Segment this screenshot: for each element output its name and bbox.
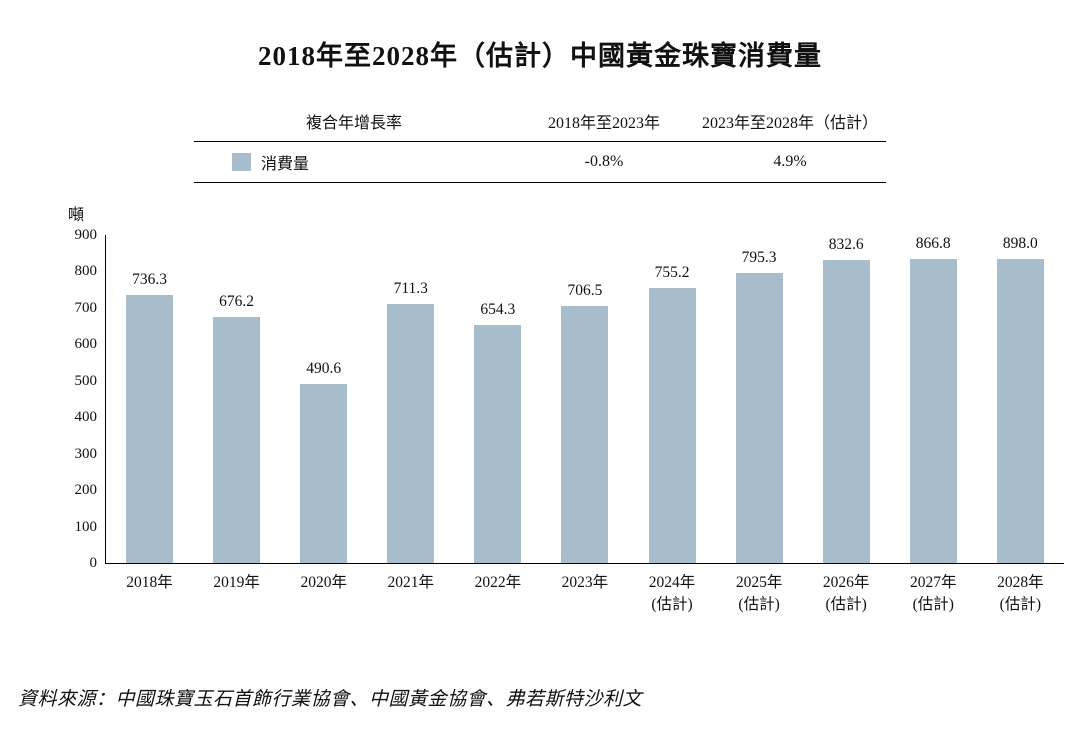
x-axis-category-labels: 2018年 2019年 2020年 2021年 2022年 2023年 2024年 (估計) 2… xyxy=(106,572,1064,617)
bar-slot: 736.3 xyxy=(106,235,193,563)
y-tick-label: 300 xyxy=(74,445,98,462)
y-tick-label: 100 xyxy=(74,518,98,535)
bar-slot: 832.6 xyxy=(803,235,890,563)
y-tick-label: 600 xyxy=(74,336,98,353)
series-label: 消費量 xyxy=(261,156,310,173)
cagr-value-2018-2023: -0.8% xyxy=(584,153,624,170)
bar-slot: 795.3 xyxy=(716,235,803,563)
y-tick-label: 0 xyxy=(89,555,98,571)
header-period-2018-2023: 2018年至2023年 xyxy=(547,115,660,132)
bar-value-label: 711.3 xyxy=(393,279,428,297)
x-category-label: 2024年 (估計) xyxy=(648,574,696,614)
cagr-value-2023-2028: 4.9% xyxy=(773,153,807,170)
bar xyxy=(300,384,348,563)
x-category-label: 2027年 (估計) xyxy=(909,574,957,614)
bar-value-label: 490.6 xyxy=(306,360,342,378)
plot-wrap: 0 100 200 300 400 500 600 700 800 900 736.3 676.2 4… xyxy=(45,227,1065,571)
bar-slot: 490.6 xyxy=(280,235,367,563)
y-tick-label: 700 xyxy=(74,299,98,316)
y-tick-label: 900 xyxy=(74,227,98,243)
x-category-label: 2026年 (估計) xyxy=(822,574,870,614)
legend-swatch-icon xyxy=(232,153,251,171)
legend-table-data-row: 消費量 -0.8% 4.9% xyxy=(194,142,886,183)
header-period-2023-2028: 2023年至2028年（估計） xyxy=(701,115,878,132)
bar xyxy=(387,303,435,563)
bar xyxy=(996,259,1044,563)
x-category-label: 2023年 xyxy=(561,574,609,591)
bar xyxy=(648,287,696,563)
plot-area: 736.3 676.2 490.6 711.3 654.3 706.5 755.2 795.3… xyxy=(105,235,1064,564)
x-category-label: 2018年 xyxy=(126,574,173,591)
x-category-label: 2021年 xyxy=(387,574,435,591)
x-category-label: 2022年 xyxy=(474,574,522,591)
source-note: 資料來源：中國珠寶玉石首飾行業協會、中國黃金協會、弗若斯特沙利文 xyxy=(18,689,643,710)
bar xyxy=(126,294,174,563)
chart-title: 2018年至2028年（估計）中國黃金珠寶消費量 xyxy=(258,41,822,71)
bar xyxy=(735,273,783,563)
cagr-legend-table: 複合年增長率 2018年至2023年 2023年至2028年（估計） 消費量 -… xyxy=(194,109,886,183)
bar-value-label: 736.3 xyxy=(132,270,167,288)
x-category-label: 2028年 (估計) xyxy=(997,574,1044,614)
header-cagr-label: 複合年增長率 xyxy=(305,115,402,132)
bar-chart: 0 100 200 300 400 500 600 700 800 900 736.3 676.2 4… xyxy=(45,227,1065,617)
bar-value-label: 898.0 xyxy=(1002,235,1038,252)
bar-value-label: 706.5 xyxy=(567,281,603,299)
bar-value-label: 676.2 xyxy=(219,292,255,310)
bar xyxy=(213,316,261,563)
bar xyxy=(909,259,957,563)
bar-value-label: 832.6 xyxy=(828,235,864,253)
x-category-label: 2019年 xyxy=(213,574,260,591)
bar-slot: 676.2 xyxy=(193,235,280,563)
bar-slot: 706.5 xyxy=(541,235,628,563)
y-tick-label: 400 xyxy=(74,409,98,426)
y-tick-label: 200 xyxy=(74,482,98,499)
bar-value-label: 755.2 xyxy=(654,263,690,281)
y-axis-tick-labels: 0 100 200 300 400 500 600 700 800 900 xyxy=(45,227,105,571)
bar-slot: 866.8 xyxy=(890,235,977,563)
bar-value-label: 866.8 xyxy=(915,235,951,252)
bar xyxy=(561,305,609,563)
bar-slot: 654.3 xyxy=(454,235,541,563)
bar-value-label: 654.3 xyxy=(480,300,516,318)
bar xyxy=(822,259,870,563)
y-axis-unit-label: 噸 xyxy=(68,207,85,224)
bar-slot: 755.2 xyxy=(628,235,715,563)
bar-slot: 898.0 xyxy=(977,235,1064,563)
bar-slot: 711.3 xyxy=(367,235,454,563)
x-category-label: 2020年 xyxy=(300,574,347,591)
bar-value-label: 795.3 xyxy=(741,249,777,267)
x-category-label: 2025年 (估計) xyxy=(735,574,783,614)
bar xyxy=(474,324,522,563)
y-tick-label: 800 xyxy=(74,263,98,280)
legend-table-header-row: 複合年增長率 2018年至2023年 2023年至2028年（估計） xyxy=(194,109,886,142)
series-legend: 消費量 xyxy=(194,150,514,174)
y-tick-label: 500 xyxy=(74,372,98,389)
